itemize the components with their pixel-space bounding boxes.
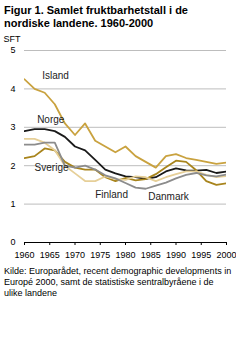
svg-text:SFT: SFT — [4, 34, 22, 44]
svg-text:Norge: Norge — [37, 114, 65, 125]
svg-text:2000: 2000 — [216, 250, 236, 260]
svg-text:1995: 1995 — [191, 250, 211, 260]
html-text:Kilde: Europarådet, recent dem: Kilde: Europarådet, recent demographic d… — [4, 266, 232, 298]
svg-text:3: 3 — [10, 122, 15, 132]
svg-text:1990: 1990 — [166, 250, 186, 260]
svg-text:1: 1 — [10, 199, 15, 209]
svg-text:5: 5 — [10, 45, 15, 55]
svg-text:1965: 1965 — [40, 250, 60, 260]
svg-text:4: 4 — [10, 84, 15, 94]
svg-text:Finland: Finland — [95, 189, 128, 200]
svg-text:1975: 1975 — [90, 250, 110, 260]
svg-text:0: 0 — [10, 237, 15, 247]
svg-text:1960: 1960 — [14, 250, 34, 260]
svg-text:2: 2 — [10, 161, 15, 171]
svg-text:Sverige: Sverige — [35, 162, 69, 173]
svg-text:Island: Island — [42, 70, 69, 81]
html-text:Figur 1. Samlet fruktbarhetsta: Figur 1. Samlet fruktbarhetstall i de no… — [4, 4, 188, 29]
svg-text:1985: 1985 — [141, 250, 161, 260]
svg-text:Danmark: Danmark — [148, 191, 190, 202]
svg-text:1980: 1980 — [115, 250, 135, 260]
svg-text:1970: 1970 — [65, 250, 85, 260]
